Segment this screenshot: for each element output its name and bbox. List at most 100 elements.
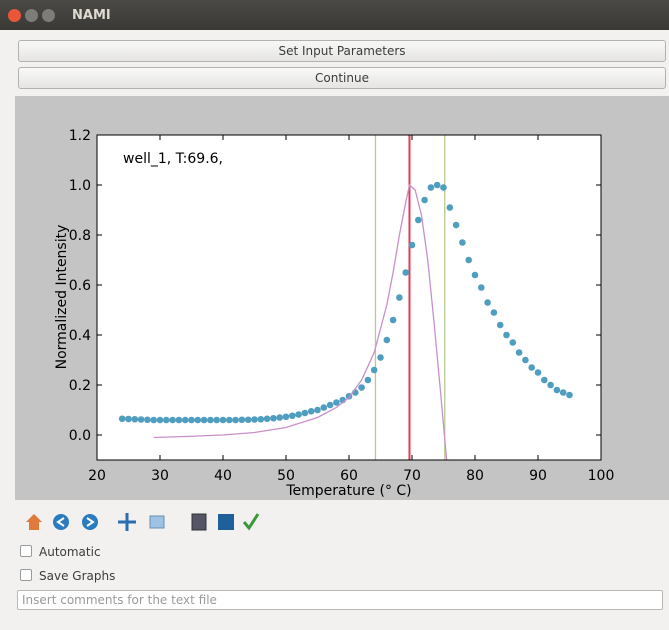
y-tick-label: 0.0 xyxy=(69,428,91,444)
data-point xyxy=(503,331,510,339)
data-point xyxy=(427,184,435,191)
x-tick-label: 20 xyxy=(88,468,106,484)
data-point xyxy=(433,181,441,189)
configure-icon[interactable] xyxy=(191,513,207,531)
y-tick-label: 1.0 xyxy=(69,178,91,194)
data-point xyxy=(415,216,422,224)
data-point xyxy=(200,416,208,424)
data-point xyxy=(131,415,139,423)
data-point xyxy=(452,221,460,229)
data-point xyxy=(326,401,334,409)
comment-input[interactable]: Insert comments for the text file xyxy=(17,590,663,610)
data-point xyxy=(377,354,384,361)
data-point xyxy=(484,299,491,306)
data-point xyxy=(402,269,410,276)
x-tick-label: 30 xyxy=(151,468,169,484)
y-tick-label: 0.6 xyxy=(69,278,91,294)
data-point xyxy=(534,369,542,376)
data-point xyxy=(478,284,485,291)
data-point xyxy=(509,339,517,346)
zoom-icon[interactable] xyxy=(149,515,165,529)
data-point xyxy=(276,414,284,421)
data-point xyxy=(232,416,239,424)
x-tick-label: 100 xyxy=(588,468,615,484)
forward-icon[interactable] xyxy=(82,514,98,530)
y-tick-label: 1.2 xyxy=(69,128,91,144)
data-point xyxy=(541,376,548,384)
data-point xyxy=(289,412,296,420)
data-point xyxy=(515,349,523,356)
forward-arrow xyxy=(86,517,95,527)
x-tick-label: 90 xyxy=(529,468,547,484)
data-point xyxy=(125,415,132,423)
y-tick-label: 0.2 xyxy=(69,378,91,394)
save-icon[interactable] xyxy=(218,514,234,530)
edit-icon[interactable] xyxy=(242,513,260,531)
data-point xyxy=(446,204,454,211)
data-point xyxy=(169,416,176,424)
data-point xyxy=(547,381,554,389)
y-tick-label: 0.4 xyxy=(69,328,91,344)
data-point xyxy=(282,413,290,421)
data-point xyxy=(314,406,321,414)
x-axis-label: Temperature (° C) xyxy=(285,483,411,499)
data-point xyxy=(421,196,428,204)
data-point xyxy=(522,356,529,364)
automatic-checkbox[interactable]: Automatic xyxy=(20,545,101,559)
data-point xyxy=(465,256,473,264)
data-point xyxy=(263,415,271,423)
continue-button[interactable]: Continue xyxy=(18,67,666,89)
maximize-button[interactable] xyxy=(42,9,55,22)
data-point xyxy=(320,404,328,411)
x-tick-label: 40 xyxy=(214,468,232,484)
save-graphs-checkbox[interactable]: Save Graphs xyxy=(20,569,115,583)
title-bar: NAMI xyxy=(0,0,669,30)
data-point xyxy=(528,364,535,371)
data-point xyxy=(408,241,416,249)
pan-icon[interactable] xyxy=(118,513,136,531)
minimize-button[interactable] xyxy=(25,9,38,22)
data-point xyxy=(226,416,233,424)
x-tick-label: 60 xyxy=(340,468,358,484)
set-parameters-button[interactable]: Set Input Parameters xyxy=(18,40,666,62)
data-point xyxy=(156,416,164,424)
data-point xyxy=(238,416,246,424)
data-point xyxy=(181,416,189,424)
window-title: NAMI xyxy=(72,8,111,23)
home-icon[interactable] xyxy=(26,514,42,530)
data-point xyxy=(389,316,397,324)
data-point xyxy=(364,376,372,384)
close-button[interactable] xyxy=(8,9,21,22)
annotation: well_1, T:69.6, xyxy=(123,151,223,167)
data-point xyxy=(163,416,170,424)
data-point xyxy=(301,409,309,417)
data-point xyxy=(559,389,567,396)
data-point xyxy=(471,271,479,279)
data-point xyxy=(270,414,277,422)
data-point xyxy=(118,415,126,423)
checkbox-label: Save Graphs xyxy=(39,569,116,583)
data-point xyxy=(251,416,258,423)
checkbox-label: Automatic xyxy=(39,545,101,559)
data-point xyxy=(383,336,391,344)
back-arrow xyxy=(56,517,65,527)
data-point xyxy=(244,416,252,424)
x-tick-label: 70 xyxy=(403,468,421,484)
data-point xyxy=(150,416,157,424)
x-tick-label: 50 xyxy=(277,468,295,484)
data-point xyxy=(144,416,151,424)
toolbar xyxy=(26,513,260,531)
data-point xyxy=(219,416,227,424)
plot-area xyxy=(97,135,601,460)
back-icon[interactable] xyxy=(53,514,69,530)
data-point xyxy=(188,416,195,424)
data-point xyxy=(194,416,202,424)
data-point xyxy=(490,309,498,316)
data-point xyxy=(566,391,573,399)
data-point xyxy=(459,239,466,246)
checkbox-box[interactable] xyxy=(20,569,32,581)
data-point xyxy=(440,184,447,191)
fit-line xyxy=(153,183,448,460)
checkbox-box[interactable] xyxy=(20,545,32,557)
